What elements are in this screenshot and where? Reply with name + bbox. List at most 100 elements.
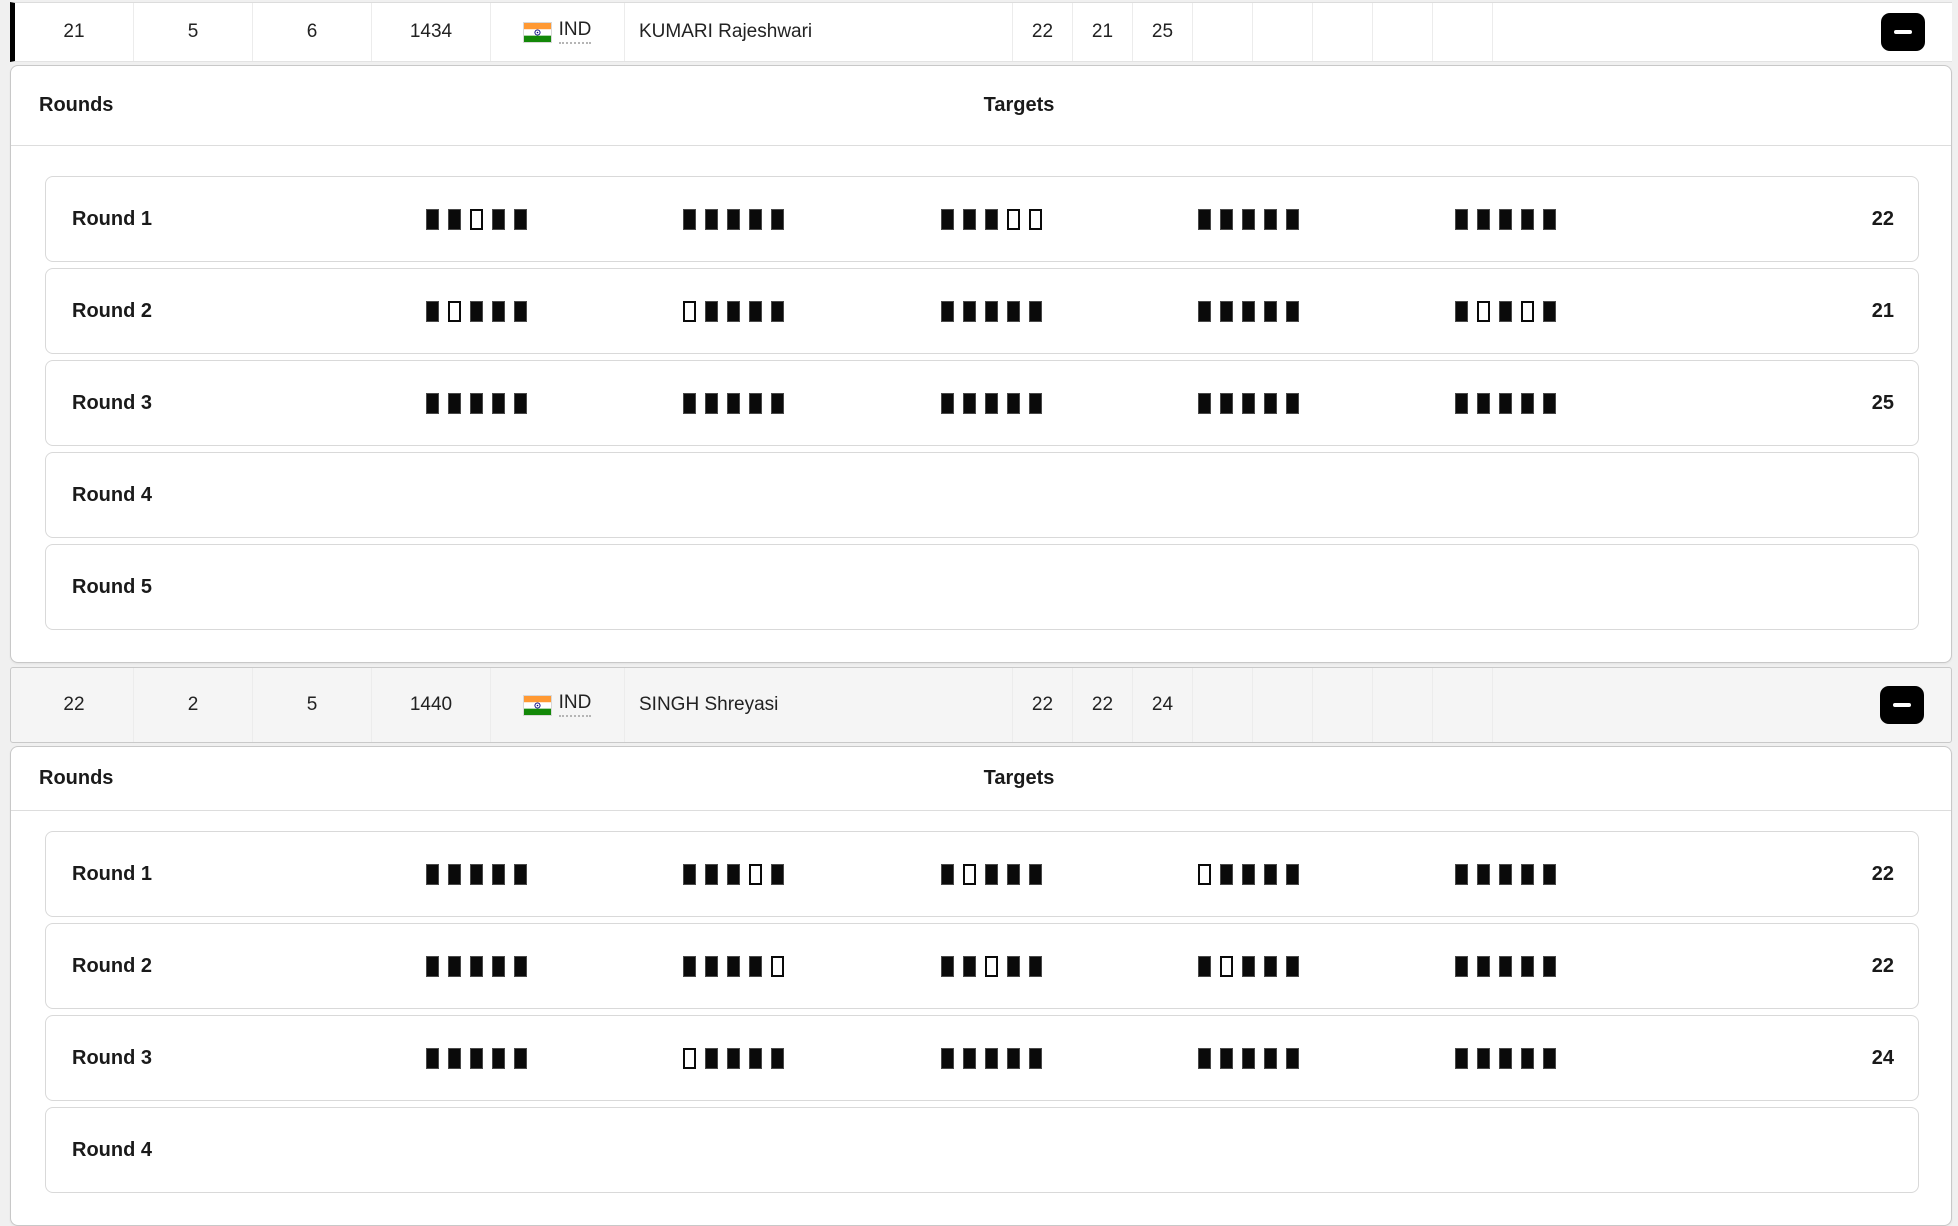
target-miss-icon (749, 863, 763, 885)
round-label: Round 2 (72, 954, 152, 977)
target-hit-icon (492, 863, 505, 885)
targets-column-header: Targets (983, 94, 1055, 116)
target-hit-icon (1241, 392, 1255, 414)
target-hit-icon (1543, 1047, 1556, 1069)
athlete-section: 22 2 5 1440 IND SINGH Shreyasi 22 22 24 Rounds Tar… (10, 667, 1952, 1226)
target-hit-icon (1028, 392, 1042, 414)
target-group (683, 1047, 785, 1069)
target-hit-icon (448, 955, 461, 977)
target-group (1455, 863, 1556, 885)
round-total-cell: 24 (1133, 668, 1193, 742)
target-hit-icon (1263, 208, 1277, 230)
stat-cell: 22 (15, 668, 134, 742)
round-label: Round 2 (72, 299, 152, 322)
row-spacer (1493, 3, 1881, 61)
target-group (940, 863, 1042, 885)
target-hit-icon (1197, 955, 1211, 977)
target-groups (426, 955, 1556, 977)
target-group (426, 208, 527, 230)
target-hit-icon (492, 955, 505, 977)
target-hit-icon (514, 1047, 527, 1069)
target-hit-icon (1521, 392, 1534, 414)
target-hit-icon (1028, 1047, 1042, 1069)
target-group (683, 392, 785, 414)
target-hit-icon (1477, 863, 1490, 885)
target-hit-icon (1455, 392, 1468, 414)
target-hit-icon (727, 1047, 741, 1069)
row-spacer (1493, 668, 1880, 742)
target-hit-icon (984, 863, 998, 885)
target-hit-icon (749, 955, 763, 977)
target-hit-icon (683, 392, 697, 414)
target-hit-icon (1219, 300, 1233, 322)
target-hit-icon (727, 300, 741, 322)
round-row: Round 3 24 (45, 1015, 1919, 1101)
target-group (1455, 955, 1556, 977)
target-hit-icon (1241, 300, 1255, 322)
target-hit-icon (771, 863, 785, 885)
target-group (683, 300, 785, 322)
stat-cell: 1434 (372, 3, 491, 61)
target-group (1197, 955, 1299, 977)
target-hit-icon (1197, 300, 1211, 322)
noc-code: IND (558, 19, 592, 44)
athlete-name: KUMARI Rajeshwari (625, 3, 1013, 61)
target-hit-icon (1455, 1047, 1468, 1069)
round-row: Round 1 22 (45, 176, 1919, 262)
round-total-cell (1313, 668, 1373, 742)
target-hit-icon (1263, 863, 1277, 885)
target-groups (426, 208, 1556, 230)
target-hit-icon (771, 300, 785, 322)
target-miss-icon (1477, 300, 1490, 322)
athlete-row[interactable]: 22 2 5 1440 IND SINGH Shreyasi 22 22 24 (10, 667, 1952, 743)
target-hit-icon (1285, 1047, 1299, 1069)
target-hit-icon (1543, 863, 1556, 885)
target-hit-icon (1543, 392, 1556, 414)
target-hit-icon (1543, 208, 1556, 230)
target-hit-icon (514, 392, 527, 414)
rounds-panel: Rounds Targets Round 1 22 Round 2 21 Round 3 25… (10, 65, 1952, 663)
target-hit-icon (727, 863, 741, 885)
round-row: Round 2 22 (45, 923, 1919, 1009)
target-hit-icon (749, 392, 763, 414)
target-hit-icon (1477, 208, 1490, 230)
round-label: Round 5 (72, 575, 152, 598)
target-hit-icon (514, 208, 527, 230)
minus-icon (1894, 30, 1912, 34)
minus-icon (1893, 703, 1911, 707)
target-hit-icon (1285, 392, 1299, 414)
target-hit-icon (470, 1047, 483, 1069)
target-hit-icon (1006, 1047, 1020, 1069)
target-group (940, 300, 1042, 322)
target-group (426, 392, 527, 414)
round-list: Round 1 22 Round 2 22 Round 3 24 Round 4 (11, 811, 1951, 1225)
round-list: Round 1 22 Round 2 21 Round 3 25 Round 4 Round … (11, 146, 1951, 662)
rounds-panel: Rounds Targets Round 1 22 Round 2 22 Round 3 24… (10, 746, 1952, 1226)
target-group (1197, 300, 1299, 322)
athlete-row[interactable]: 21 5 6 1434 IND KUMARI Rajeshwari 22 21 25 (10, 2, 1952, 62)
target-hit-icon (470, 863, 483, 885)
target-hit-icon (1197, 1047, 1211, 1069)
target-hit-icon (1006, 392, 1020, 414)
collapse-button[interactable] (1880, 686, 1924, 724)
target-hit-icon (1028, 955, 1042, 977)
targets-column-header: Targets (983, 767, 1055, 789)
round-total-cell: 25 (1133, 3, 1193, 61)
target-hit-icon (1219, 1047, 1233, 1069)
target-hit-icon (940, 208, 954, 230)
round-row: Round 4 (45, 452, 1919, 538)
target-hit-icon (705, 392, 719, 414)
target-hit-icon (426, 1047, 439, 1069)
target-group (1197, 1047, 1299, 1069)
collapse-button[interactable] (1881, 13, 1925, 51)
target-hit-icon (514, 955, 527, 977)
target-hit-icon (1263, 392, 1277, 414)
round-label: Round 3 (72, 391, 152, 414)
target-hit-icon (984, 300, 998, 322)
round-total-cell (1253, 3, 1313, 61)
rounds-column-header: Rounds (39, 767, 114, 789)
target-groups (426, 1047, 1556, 1069)
target-hit-icon (1543, 955, 1556, 977)
target-hit-icon (1197, 392, 1211, 414)
